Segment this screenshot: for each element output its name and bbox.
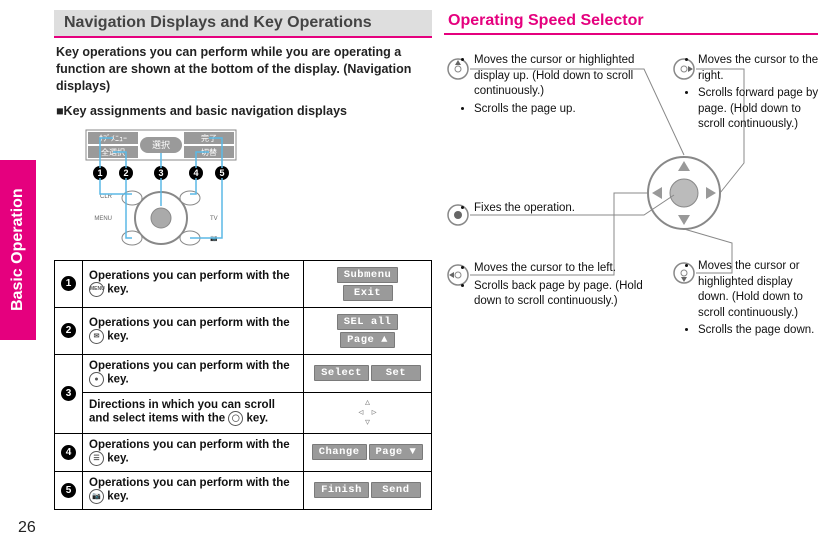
table-row: Directions in which you can scroll and s… (55, 392, 432, 433)
left-banner-title: Navigation Displays and Key Operations (54, 10, 432, 38)
table-row: 1 Operations you can perform with the ME… (55, 260, 432, 307)
callout-center: Fixes the operation. (460, 201, 640, 219)
page-number: 26 (18, 519, 36, 537)
table-row: 3 Operations you can perform with the ● … (55, 354, 432, 392)
svg-text:2: 2 (123, 168, 128, 178)
right-column: Operating Speed Selector (444, 10, 818, 383)
row-desc: Operations you can perform with the MENU… (83, 260, 304, 307)
section-tab: Basic Operation (0, 160, 36, 340)
nav-display-figure: ｻﾌﾞﾒﾆｭｰ 完了 全選択 選択 切替 12345 CLR MENU TV 📷 (56, 128, 430, 248)
table-row: 4 Operations you can perform with the ☰ … (55, 433, 432, 471)
camera-key-icon: 📷 (89, 489, 104, 504)
svg-text:MENU: MENU (94, 216, 112, 222)
svg-text:TV: TV (210, 216, 218, 222)
left-subhead: ■Key assignments and basic navigation di… (56, 103, 430, 120)
ch-key-icon: ☰ (89, 451, 104, 466)
callout-down: Moves the cursor or highlighted display … (684, 259, 824, 341)
table-row: 5 Operations you can perform with the 📷 … (55, 471, 432, 509)
callout-left: Moves the cursor to the left. Scrolls ba… (460, 261, 664, 312)
table-row: 2 Operations you can perform with the ✉ … (55, 307, 432, 354)
svg-text:1: 1 (97, 168, 102, 178)
svg-text:3: 3 (158, 168, 163, 178)
row-chips: SubmenuExit (304, 260, 432, 307)
right-title: Operating Speed Selector (444, 10, 818, 35)
menu-key-icon: MENU (89, 282, 104, 297)
center-key-icon: ● (89, 372, 104, 387)
callout-right: Moves the cursor to the right. Scrolls f… (684, 53, 824, 135)
svg-text:CLR: CLR (100, 194, 113, 200)
callout-up: Moves the cursor or highlighted display … (460, 53, 646, 119)
left-intro: Key operations you can perform while you… (56, 44, 430, 95)
selector-diagram: Moves the cursor or highlighted display … (444, 43, 818, 383)
arrow-indicator: ▵ ◃ ▹ ▿ (310, 398, 425, 428)
svg-text:選択: 選択 (152, 139, 170, 150)
mail-key-icon: ✉ (89, 329, 104, 344)
svg-text:4: 4 (193, 168, 198, 178)
row-num: 1 (61, 276, 76, 291)
svg-text:5: 5 (219, 168, 224, 178)
left-column: Navigation Displays and Key Operations K… (54, 10, 432, 510)
operations-table: 1 Operations you can perform with the ME… (54, 260, 432, 510)
nav-key-icon: ◯ (228, 411, 243, 426)
